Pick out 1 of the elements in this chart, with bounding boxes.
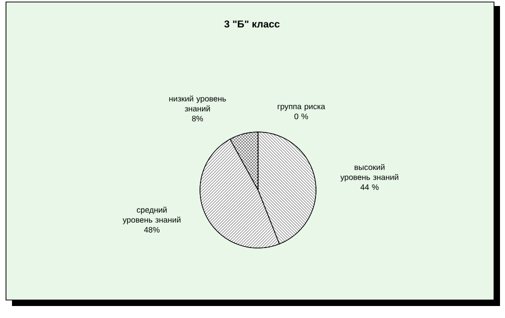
chart-title: 3 "Б" класс [224, 20, 280, 28]
